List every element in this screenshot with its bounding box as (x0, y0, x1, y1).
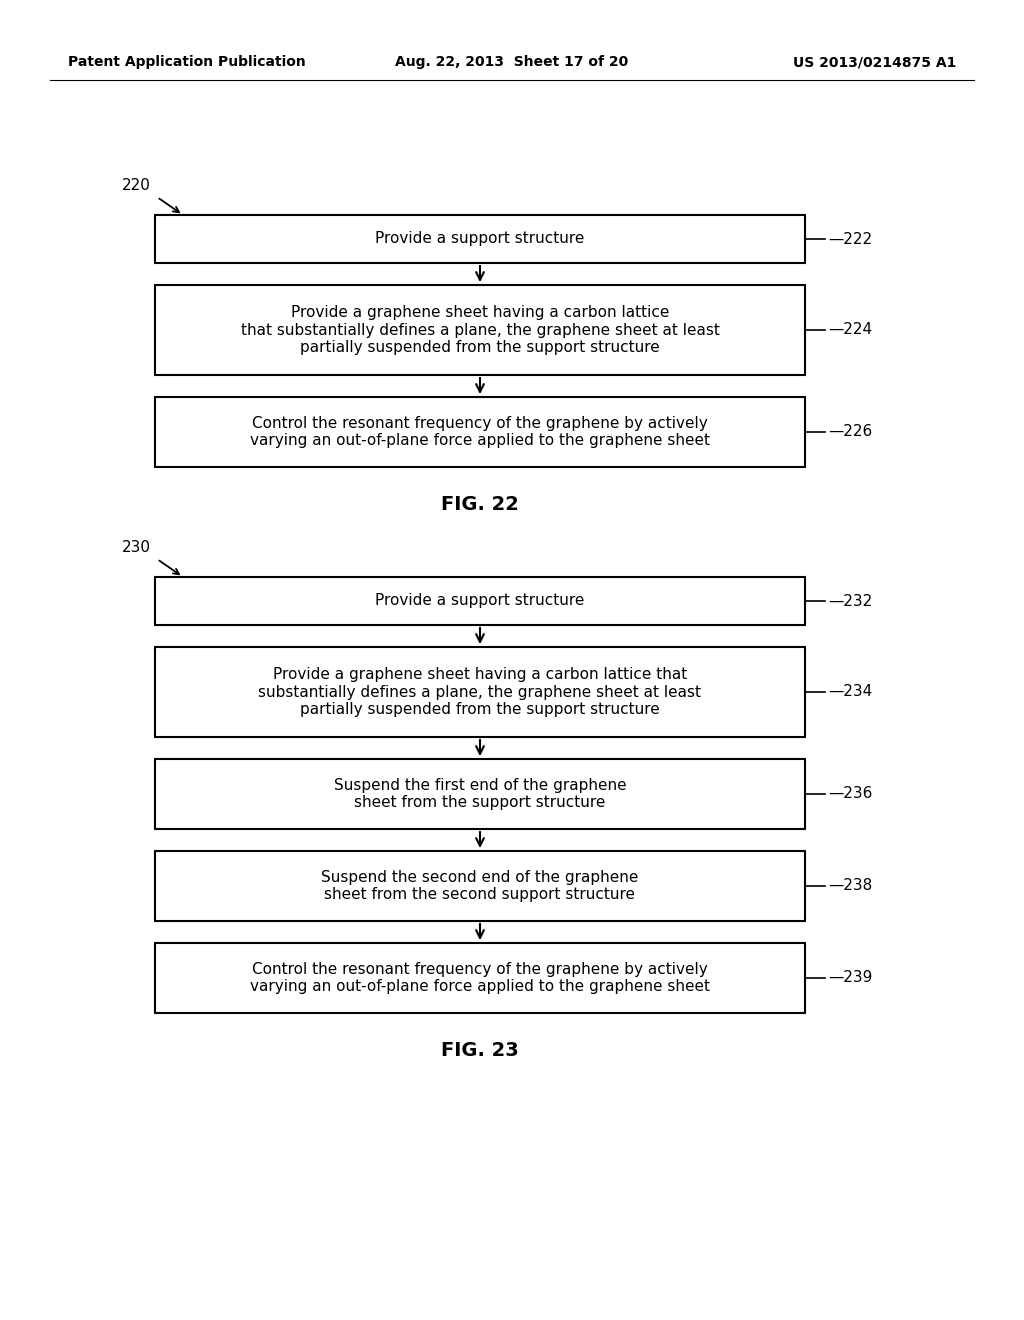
Text: Control the resonant frequency of the graphene by actively
varying an out-of-pla: Control the resonant frequency of the gr… (250, 962, 710, 994)
Text: Provide a graphene sheet having a carbon lattice that
substantially defines a pl: Provide a graphene sheet having a carbon… (258, 667, 701, 717)
Text: FIG. 23: FIG. 23 (441, 1041, 519, 1060)
Bar (155, 851, 805, 921)
Text: Provide a support structure: Provide a support structure (376, 594, 585, 609)
Bar (155, 215, 805, 263)
Text: 230: 230 (122, 540, 151, 554)
Bar (155, 577, 805, 624)
Text: FIG. 22: FIG. 22 (441, 495, 519, 515)
Text: US 2013/0214875 A1: US 2013/0214875 A1 (793, 55, 956, 69)
Text: Aug. 22, 2013  Sheet 17 of 20: Aug. 22, 2013 Sheet 17 of 20 (395, 55, 629, 69)
Bar (155, 647, 805, 737)
Text: —236: —236 (828, 787, 872, 801)
Text: —238: —238 (828, 879, 872, 894)
Text: Suspend the second end of the graphene
sheet from the second support structure: Suspend the second end of the graphene s… (322, 870, 639, 902)
Text: Suspend the first end of the graphene
sheet from the support structure: Suspend the first end of the graphene sh… (334, 777, 627, 810)
Text: —232: —232 (828, 594, 872, 609)
Text: —222: —222 (828, 231, 872, 247)
Text: —234: —234 (828, 685, 872, 700)
Text: Provide a support structure: Provide a support structure (376, 231, 585, 247)
Text: Provide a graphene sheet having a carbon lattice
that substantially defines a pl: Provide a graphene sheet having a carbon… (241, 305, 720, 355)
Bar (155, 759, 805, 829)
Text: Patent Application Publication: Patent Application Publication (68, 55, 306, 69)
Bar (155, 942, 805, 1012)
Bar (155, 397, 805, 467)
Text: 220: 220 (122, 178, 151, 193)
Text: —224: —224 (828, 322, 872, 338)
Bar (155, 285, 805, 375)
Text: Control the resonant frequency of the graphene by actively
varying an out-of-pla: Control the resonant frequency of the gr… (250, 416, 710, 449)
Text: —239: —239 (828, 970, 872, 986)
Text: —226: —226 (828, 425, 872, 440)
